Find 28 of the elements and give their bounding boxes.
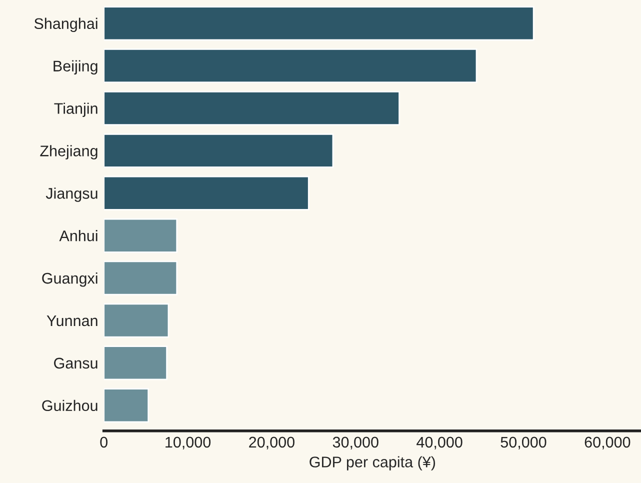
y-tick-label: Yunnan xyxy=(46,316,98,326)
y-tick-label: Gansu xyxy=(54,358,98,369)
bar xyxy=(104,303,170,338)
y-tick-label: Guizhou xyxy=(42,400,98,412)
x-tick-label: 40,000 xyxy=(416,436,462,450)
bar xyxy=(104,346,168,380)
x-axis-title: GDP per capita (¥) xyxy=(310,456,436,470)
bar xyxy=(104,388,150,423)
y-tick-label: Anhui xyxy=(59,230,98,242)
bar xyxy=(104,48,478,84)
x-tick-label: 0 xyxy=(100,436,108,448)
x-tick-label: 30,000 xyxy=(332,436,378,450)
bar xyxy=(104,90,400,126)
y-tick-label: Tianjin xyxy=(54,102,98,117)
y-tick-label: Zhejiang xyxy=(40,145,98,160)
y-tick-label: Jiangsu xyxy=(46,188,98,202)
bar xyxy=(104,6,534,41)
x-tick-label: 60,000 xyxy=(584,436,630,450)
y-tick-label: Guangxi xyxy=(42,272,98,287)
x-tick-label: 10,000 xyxy=(166,436,211,450)
x-tick-label: 20,000 xyxy=(249,436,294,450)
bar xyxy=(104,176,310,210)
bar xyxy=(104,218,178,253)
bar xyxy=(104,260,178,296)
x-tick-label: 50,000 xyxy=(500,436,546,450)
bar xyxy=(104,133,334,168)
y-tick-label: Beijing xyxy=(54,60,98,74)
y-tick-label: Shanghai xyxy=(34,18,98,32)
